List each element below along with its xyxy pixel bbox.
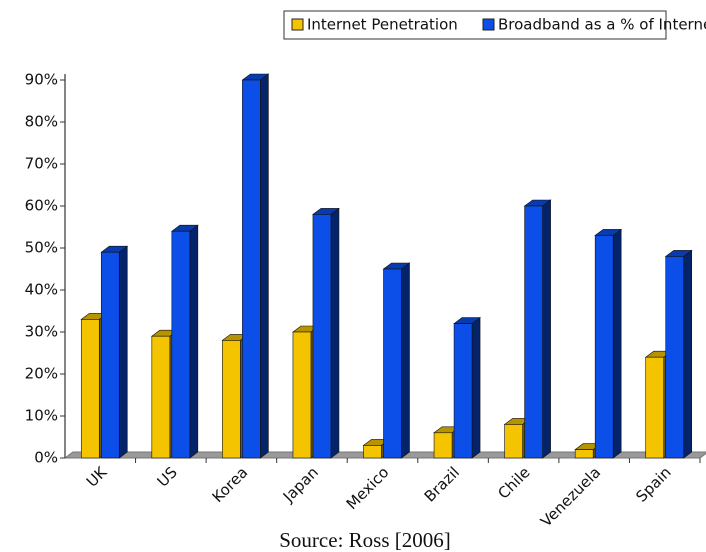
bar-side — [118, 245, 128, 459]
bar-front — [665, 256, 685, 459]
y-tick-label: 20% — [25, 365, 58, 383]
legend-swatch — [482, 18, 495, 31]
y-tick-label: 70% — [25, 155, 58, 173]
bar-front — [504, 424, 523, 459]
x-tick-label: Chile — [494, 463, 533, 502]
x-tick-label: Korea — [209, 463, 252, 506]
bar-front — [171, 230, 191, 459]
bar-front — [594, 235, 614, 459]
bar-front — [363, 445, 382, 459]
x-tick-label: Spain — [632, 463, 674, 505]
bar-front — [574, 449, 594, 459]
bar-front — [100, 251, 120, 459]
bar — [453, 317, 481, 459]
bar — [170, 224, 199, 459]
y-tick-label: 80% — [25, 113, 58, 131]
bar-front — [292, 331, 312, 459]
bar-side — [612, 228, 622, 459]
y-tick-label: 50% — [25, 239, 58, 257]
bar-side — [260, 73, 269, 459]
bar-side — [542, 199, 551, 459]
bar — [241, 73, 270, 459]
x-tick-label: Mexico — [343, 463, 393, 513]
bar-front — [80, 319, 100, 459]
bar — [100, 245, 129, 459]
x-tick-label: Brazil — [421, 463, 463, 505]
bar — [594, 228, 623, 459]
bar-side — [330, 207, 340, 459]
bar-front — [453, 323, 473, 459]
y-tick-label: 0% — [34, 449, 58, 467]
legend-label: Internet Penetration — [307, 16, 458, 34]
bar-side — [471, 317, 481, 459]
y-tick-label: 90% — [25, 71, 58, 89]
legend-box — [283, 10, 667, 40]
bar-side — [683, 249, 693, 459]
legend-label: Broadband as a % of Internet Accounts — [498, 16, 706, 34]
bar-front — [312, 214, 332, 459]
x-tick-label: Venezuela — [537, 463, 604, 530]
bar-side — [401, 262, 410, 459]
source-note: Source: Ross [2006] — [279, 528, 451, 552]
bar-front — [242, 79, 261, 459]
bar-side — [189, 224, 199, 459]
bar — [523, 199, 552, 459]
y-tick-label: 40% — [25, 281, 58, 299]
bar — [312, 207, 340, 459]
bar-front — [222, 340, 241, 459]
bar-front — [524, 205, 543, 459]
x-tick-label: US — [154, 463, 181, 490]
legend-swatch — [291, 18, 304, 31]
y-tick-label: 30% — [25, 323, 58, 341]
y-tick-label: 60% — [25, 197, 58, 215]
y-tick-label: 10% — [25, 407, 58, 425]
bar-front — [151, 335, 171, 459]
bar — [664, 249, 693, 459]
x-tick-label: Japan — [279, 463, 322, 506]
bar-front — [433, 432, 453, 459]
x-tick-label: UK — [83, 462, 111, 490]
bar — [382, 262, 411, 459]
bar-front — [645, 356, 665, 459]
bar-front — [383, 268, 402, 459]
